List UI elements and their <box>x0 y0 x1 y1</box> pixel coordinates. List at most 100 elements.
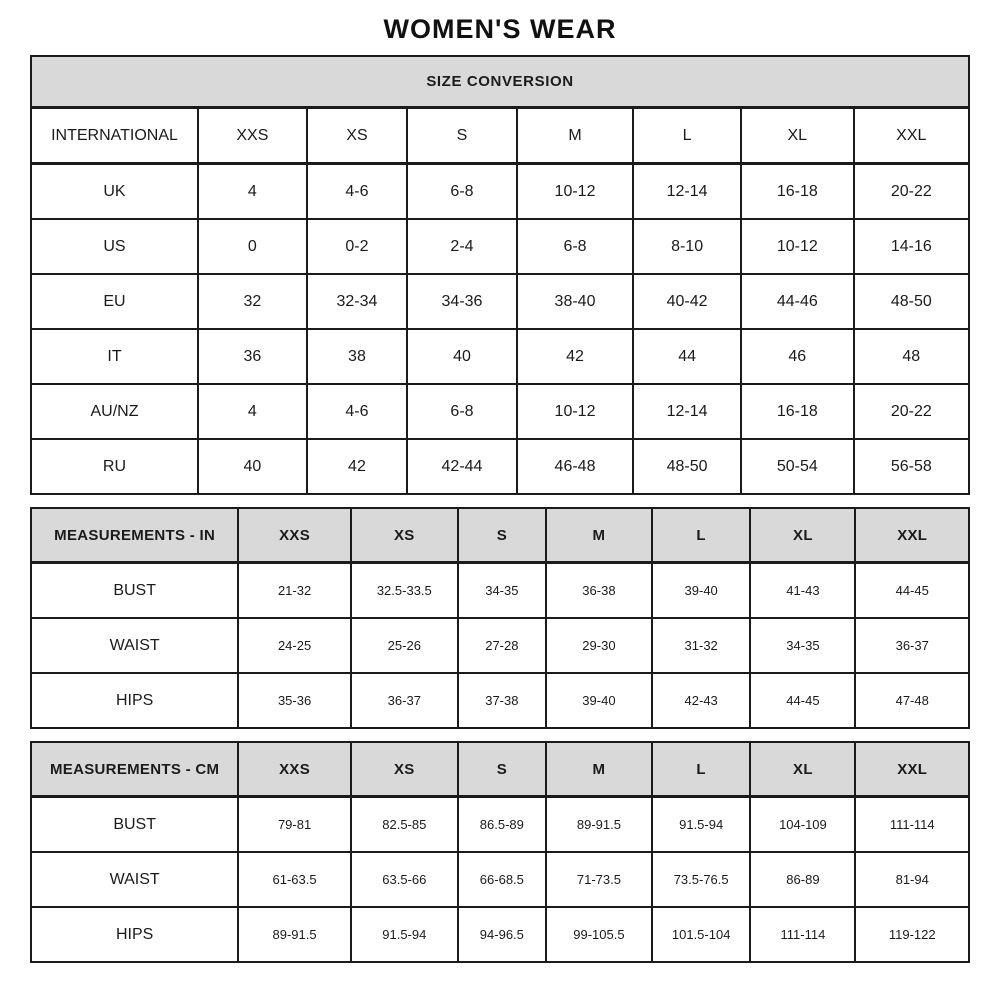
cell: 10-12 <box>740 218 855 275</box>
cell: 31-32 <box>650 617 752 674</box>
cell: 44-45 <box>749 672 857 729</box>
column-header-row: MEASUREMENTS - IN XXS XS S M L XL XXL <box>29 507 970 564</box>
cell: 40-42 <box>632 273 743 330</box>
row-label: RU <box>30 438 199 495</box>
cell: 6-8 <box>406 162 518 220</box>
column-header: XS <box>349 507 459 564</box>
cell: 61-63.5 <box>237 851 352 908</box>
cell: 40 <box>406 328 518 385</box>
cell: 79-81 <box>237 795 352 853</box>
cell: 89-91.5 <box>237 906 352 963</box>
column-header: XL <box>740 106 855 165</box>
cell: 21-32 <box>237 561 352 619</box>
column-header: XXS <box>237 507 352 564</box>
cell: 38-40 <box>515 273 635 330</box>
table-row: BUST 21-32 32.5-33.5 34-35 36-38 39-40 4… <box>29 561 970 619</box>
row-label: BUST <box>29 561 240 619</box>
column-header: XXL <box>854 741 970 798</box>
cell: 8-10 <box>632 218 743 275</box>
cell: 34-36 <box>406 273 518 330</box>
table-row: WAIST 24-25 25-26 27-28 29-30 31-32 34-3… <box>29 617 970 674</box>
cell: 86-89 <box>749 851 857 908</box>
cell: 35-36 <box>237 672 352 729</box>
column-header: XS <box>305 106 409 165</box>
column-header: XL <box>749 507 857 564</box>
column-header: XXL <box>854 507 970 564</box>
cell: 39-40 <box>650 561 752 619</box>
cell: 111-114 <box>749 906 857 963</box>
cell: 73.5-76.5 <box>650 851 752 908</box>
measurements-in-table: MEASUREMENTS - IN XXS XS S M L XL XXL BU… <box>29 507 970 729</box>
column-header: XXS <box>237 741 352 798</box>
column-header-row: MEASUREMENTS - CM XXS XS S M L XL XXL <box>29 741 970 798</box>
row-label: WAIST <box>29 851 240 908</box>
cell: 32 <box>196 273 308 330</box>
cell: 91.5-94 <box>349 906 459 963</box>
table-row: HIPS 35-36 36-37 37-38 39-40 42-43 44-45… <box>29 672 970 729</box>
cell: 4 <box>196 162 308 220</box>
cell: 6-8 <box>406 383 518 440</box>
cell: 71-73.5 <box>544 851 653 908</box>
table-row: HIPS 89-91.5 91.5-94 94-96.5 99-105.5 10… <box>29 906 970 963</box>
cell: 32-34 <box>305 273 409 330</box>
cell: 36-37 <box>349 672 459 729</box>
column-header: S <box>406 106 518 165</box>
column-header: S <box>456 507 547 564</box>
cell: 32.5-33.5 <box>349 561 459 619</box>
column-header: S <box>456 741 547 798</box>
cell: 27-28 <box>456 617 547 674</box>
cell: 91.5-94 <box>650 795 752 853</box>
cell: 0-2 <box>305 218 409 275</box>
cell: 44 <box>632 328 743 385</box>
cell: 36-38 <box>544 561 653 619</box>
cell: 4-6 <box>305 162 409 220</box>
table-row: RU 40 42 42-44 46-48 48-50 50-54 56-58 <box>30 438 971 495</box>
cell: 82.5-85 <box>349 795 459 853</box>
row-label: HIPS <box>29 906 240 963</box>
row-label: IT <box>30 328 199 385</box>
cell: 66-68.5 <box>456 851 547 908</box>
cell: 81-94 <box>854 851 970 908</box>
cell: 16-18 <box>740 162 855 220</box>
cell: 6-8 <box>515 218 635 275</box>
table-row: IT 36 38 40 42 44 46 48 <box>30 328 971 385</box>
cell: 47-48 <box>854 672 970 729</box>
cell: 37-38 <box>456 672 547 729</box>
column-header: L <box>632 106 743 165</box>
row-label: WAIST <box>29 617 240 674</box>
cell: 29-30 <box>544 617 653 674</box>
table-title: MEASUREMENTS - CM <box>29 741 240 798</box>
cell: 10-12 <box>515 162 635 220</box>
cell: 48 <box>852 328 971 385</box>
cell: 10-12 <box>515 383 635 440</box>
cell: 46 <box>740 328 855 385</box>
column-header: M <box>544 741 653 798</box>
cell: 0 <box>196 218 308 275</box>
column-header: L <box>650 507 752 564</box>
row-label: UK <box>30 162 199 220</box>
cell: 4 <box>196 383 308 440</box>
row-label: BUST <box>29 795 240 853</box>
cell: 12-14 <box>632 162 743 220</box>
table-row: EU 32 32-34 34-36 38-40 40-42 44-46 48-5… <box>30 273 971 330</box>
column-header: XS <box>349 741 459 798</box>
cell: 48-50 <box>632 438 743 495</box>
table-row: UK 4 4-6 6-8 10-12 12-14 16-18 20-22 <box>30 162 971 220</box>
cell: 119-122 <box>854 906 970 963</box>
column-header: M <box>515 106 635 165</box>
cell: 42 <box>305 438 409 495</box>
cell: 2-4 <box>406 218 518 275</box>
cell: 56-58 <box>852 438 971 495</box>
table-title: MEASUREMENTS - IN <box>29 507 240 564</box>
cell: 20-22 <box>852 383 971 440</box>
cell: 36 <box>196 328 308 385</box>
cell: 24-25 <box>237 617 352 674</box>
column-header: M <box>544 507 653 564</box>
cell: 42-43 <box>650 672 752 729</box>
table-row: WAIST 61-63.5 63.5-66 66-68.5 71-73.5 73… <box>29 851 970 908</box>
table-row: AU/NZ 4 4-6 6-8 10-12 12-14 16-18 20-22 <box>30 383 971 440</box>
cell: 101.5-104 <box>650 906 752 963</box>
cell: 104-109 <box>749 795 857 853</box>
cell: 39-40 <box>544 672 653 729</box>
